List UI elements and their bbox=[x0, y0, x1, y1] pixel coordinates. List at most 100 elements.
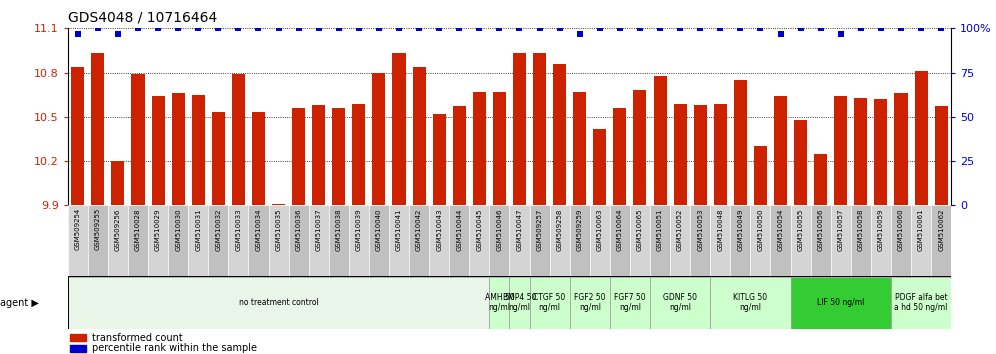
Bar bbox=[292, 108, 305, 205]
Text: CTGF 50
ng/ml: CTGF 50 ng/ml bbox=[534, 293, 566, 312]
Text: GSM509258: GSM509258 bbox=[557, 208, 563, 251]
Point bbox=[913, 25, 929, 31]
Text: KITLG 50
ng/ml: KITLG 50 ng/ml bbox=[733, 293, 768, 312]
Text: GSM510044: GSM510044 bbox=[456, 208, 462, 251]
Bar bbox=[814, 154, 828, 205]
Text: GSM510057: GSM510057 bbox=[838, 208, 844, 251]
Text: GSM510055: GSM510055 bbox=[798, 208, 804, 251]
Point bbox=[70, 31, 86, 36]
Text: LIF 50 ng/ml: LIF 50 ng/ml bbox=[817, 298, 865, 307]
Text: GSM510031: GSM510031 bbox=[195, 208, 201, 251]
Point bbox=[251, 25, 267, 31]
Text: no treatment control: no treatment control bbox=[239, 298, 319, 307]
Text: PDGF alfa bet
a hd 50 ng/ml: PDGF alfa bet a hd 50 ng/ml bbox=[894, 293, 948, 312]
Text: GSM509257: GSM509257 bbox=[537, 208, 543, 251]
Bar bbox=[513, 53, 526, 205]
Point bbox=[572, 31, 588, 36]
Bar bbox=[791, 277, 891, 329]
Bar bbox=[70, 345, 86, 352]
Bar bbox=[269, 205, 289, 276]
Bar bbox=[614, 108, 626, 205]
Point bbox=[230, 25, 246, 31]
Point bbox=[893, 25, 909, 31]
Bar bbox=[931, 205, 951, 276]
Point bbox=[652, 25, 668, 31]
Bar bbox=[914, 71, 927, 205]
Point bbox=[933, 25, 949, 31]
Point bbox=[190, 25, 206, 31]
Text: GSM510033: GSM510033 bbox=[235, 208, 241, 251]
Point bbox=[632, 25, 648, 31]
Bar bbox=[252, 113, 265, 205]
Bar bbox=[191, 95, 205, 205]
Point bbox=[291, 25, 307, 31]
Point bbox=[431, 25, 447, 31]
Bar bbox=[412, 67, 425, 205]
Text: GSM510043: GSM510043 bbox=[436, 208, 442, 251]
Bar bbox=[871, 205, 891, 276]
Bar bbox=[855, 98, 868, 205]
Text: GSM510052: GSM510052 bbox=[677, 208, 683, 251]
Bar bbox=[831, 205, 851, 276]
Text: percentile rank within the sample: percentile rank within the sample bbox=[93, 343, 257, 354]
Bar bbox=[771, 205, 791, 276]
Bar bbox=[148, 205, 168, 276]
Bar bbox=[891, 205, 911, 276]
Bar bbox=[610, 205, 629, 276]
Bar bbox=[131, 74, 144, 205]
Bar bbox=[188, 205, 208, 276]
Bar bbox=[108, 205, 127, 276]
Text: FGF2 50
ng/ml: FGF2 50 ng/ml bbox=[574, 293, 606, 312]
Point bbox=[210, 25, 226, 31]
Bar bbox=[429, 205, 449, 276]
Point bbox=[853, 25, 869, 31]
Text: GSM510060: GSM510060 bbox=[898, 208, 904, 251]
Text: GSM510047: GSM510047 bbox=[517, 208, 523, 251]
Point bbox=[712, 25, 728, 31]
Text: GSM510032: GSM510032 bbox=[215, 208, 221, 251]
Bar bbox=[851, 205, 871, 276]
Bar bbox=[373, 73, 385, 205]
Point bbox=[552, 25, 568, 31]
Bar bbox=[530, 205, 550, 276]
Bar bbox=[650, 205, 670, 276]
Text: GSM510041: GSM510041 bbox=[396, 208, 402, 251]
Text: GSM509254: GSM509254 bbox=[75, 208, 81, 250]
Point bbox=[471, 25, 487, 31]
Bar bbox=[453, 107, 466, 205]
Bar bbox=[489, 277, 510, 329]
Bar bbox=[710, 205, 730, 276]
Bar bbox=[432, 114, 445, 205]
Bar bbox=[112, 161, 124, 205]
Bar bbox=[449, 205, 469, 276]
Point bbox=[833, 31, 849, 36]
Bar bbox=[911, 205, 931, 276]
Text: GSM510046: GSM510046 bbox=[496, 208, 502, 251]
Point bbox=[351, 25, 367, 31]
Bar bbox=[510, 205, 530, 276]
Point bbox=[872, 25, 888, 31]
Bar bbox=[92, 53, 105, 205]
Bar bbox=[392, 53, 405, 205]
Text: transformed count: transformed count bbox=[93, 333, 183, 343]
Text: GSM510051: GSM510051 bbox=[657, 208, 663, 251]
Text: GSM510062: GSM510062 bbox=[938, 208, 944, 251]
Text: GSM510036: GSM510036 bbox=[296, 208, 302, 251]
Bar bbox=[68, 205, 88, 276]
Bar bbox=[212, 113, 225, 205]
Bar bbox=[653, 75, 666, 205]
Point bbox=[672, 25, 688, 31]
Bar bbox=[353, 104, 366, 205]
Bar bbox=[610, 277, 650, 329]
Bar bbox=[835, 96, 848, 205]
Bar bbox=[248, 205, 269, 276]
Bar bbox=[70, 335, 86, 341]
Point bbox=[451, 25, 467, 31]
Point bbox=[371, 25, 386, 31]
Bar bbox=[369, 205, 389, 276]
Text: GSM510040: GSM510040 bbox=[375, 208, 381, 251]
Bar bbox=[750, 205, 771, 276]
Point bbox=[512, 25, 528, 31]
Text: GSM509259: GSM509259 bbox=[577, 208, 583, 251]
Text: GSM510061: GSM510061 bbox=[918, 208, 924, 251]
